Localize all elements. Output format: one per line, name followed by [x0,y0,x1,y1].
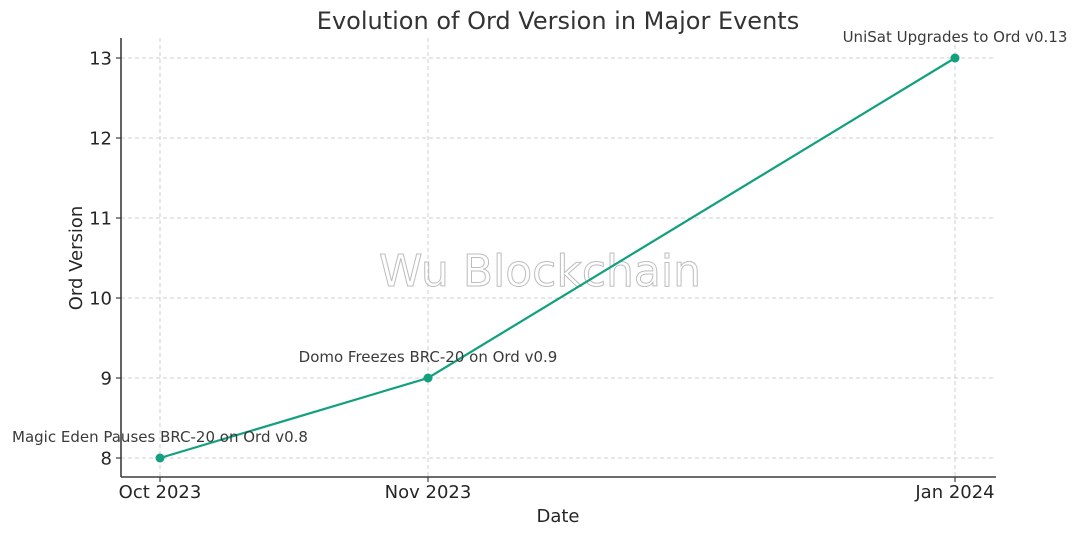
x-tick-label: Oct 2023 [119,482,202,503]
grid-lines [121,38,996,477]
y-axis-label: Ord Version [66,206,87,311]
y-tick-label: 13 [89,49,112,70]
y-tick-label: 10 [89,289,112,310]
x-axis-ticks: Oct 2023 Nov 2023 Jan 2024 [119,477,995,503]
watermark: Wu Blockchain [379,246,701,297]
axes [120,38,996,478]
x-tick-label: Nov 2023 [385,482,472,503]
y-tick-label: 11 [89,209,112,230]
y-tick-label: 9 [101,369,112,390]
x-tick-label: Jan 2024 [914,482,994,503]
point-annotation: UniSat Upgrades to Ord v0.13 [843,28,1068,46]
chart-title: Evolution of Ord Version in Major Events [317,7,799,35]
point-annotation: Magic Eden Pauses BRC-20 on Ord v0.8 [12,428,308,446]
x-axis-label: Date [536,506,579,527]
data-series [155,53,960,463]
data-point [423,373,433,383]
annotations: Magic Eden Pauses BRC-20 on Ord v0.8 Domo… [12,28,1067,446]
y-tick-label: 8 [101,449,112,470]
data-point [155,453,165,463]
y-tick-label: 12 [89,129,112,150]
data-point [950,53,960,63]
y-axis-ticks: 8 9 10 11 12 13 [89,49,121,470]
point-annotation: Domo Freezes BRC-20 on Ord v0.9 [299,348,558,366]
